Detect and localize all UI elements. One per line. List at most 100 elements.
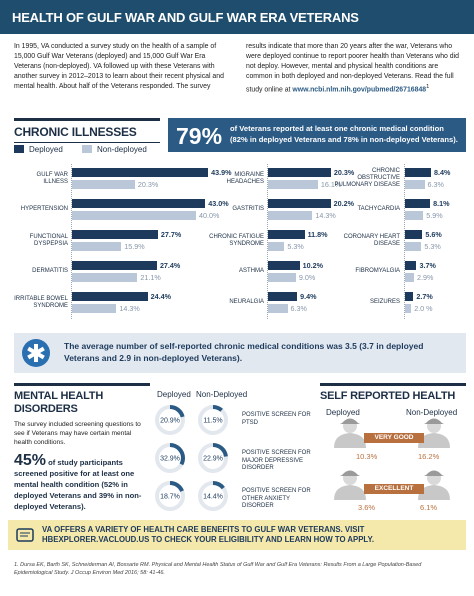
bar [268, 199, 331, 208]
value-label: 20.3% [137, 180, 159, 189]
column-header: Deployed [157, 390, 191, 399]
legend-item: Deployed [14, 145, 63, 154]
condition-label: FIBROMYALGIA [355, 268, 400, 274]
donut-label: 32.9% [160, 456, 180, 463]
bar [268, 230, 305, 239]
bar [268, 242, 285, 251]
bar [72, 180, 135, 189]
value-label: 5.3% [287, 242, 304, 251]
legend-label: Non-deployed [97, 145, 147, 154]
footer-text: VA OFFERS A VARIETY OF HEALTH CARE BENEF… [42, 525, 462, 545]
value-label: 6.3% [427, 180, 444, 189]
value-label: 11.8% [307, 230, 328, 239]
footer-link[interactable]: HBEXPLORER.VACLOUD.US [42, 535, 150, 544]
legend-swatch [14, 145, 24, 153]
bar [405, 273, 414, 282]
condition-label: FUNCTIONAL DYSPEPSIA [29, 233, 68, 247]
value-label: 27.7% [160, 230, 182, 239]
donut-label: 20.9% [160, 418, 180, 425]
bar [405, 168, 432, 177]
condition-label: GULF WAR ILLNESS [36, 171, 68, 185]
bar [72, 230, 158, 239]
value-label: 43.0% [208, 199, 229, 208]
bar [405, 292, 414, 301]
donut-arc [198, 405, 228, 435]
legend-swatch [82, 145, 92, 153]
rating-badge: EXCELLENT [364, 484, 424, 494]
bar [72, 211, 196, 220]
value-label: 3.7% [419, 261, 436, 270]
legend-item: Non-deployed [82, 145, 147, 154]
header-bar [0, 0, 474, 34]
donut-label: 22.9% [203, 456, 223, 463]
bar [405, 230, 423, 239]
axis-line [404, 164, 405, 319]
donut-label: 14.4% [203, 494, 223, 501]
value-label: 10.2% [302, 261, 323, 270]
intro: In 1995, VA conducted a survey study on … [14, 42, 460, 95]
donut-arc [155, 481, 185, 511]
condition-label: ASTHMA [238, 268, 264, 274]
value-label: 2.0 % [414, 304, 433, 313]
bar [268, 273, 296, 282]
donut-label: 18.7% [160, 494, 180, 501]
value-label: 21.1% [140, 273, 161, 282]
medical-icon [22, 339, 50, 367]
footer-text-part: VA OFFERS A VARIETY OF HEALTH CARE BENEF… [42, 525, 365, 534]
donut-arc [198, 481, 228, 511]
value-label: 3.6% [358, 503, 376, 512]
average-box: The average number of self-reported chro… [14, 333, 466, 373]
bar [72, 304, 117, 313]
footer-banner: VA OFFERS A VARIETY OF HEALTH CARE BENEF… [8, 520, 466, 550]
column-header: Deployed [326, 408, 360, 417]
donut-arc [198, 443, 228, 473]
bar [72, 261, 157, 270]
study-link[interactable]: www.ncbi.nlm.nih.gov/pubmed/26716848 [292, 86, 427, 94]
bar [72, 273, 138, 282]
value-label: 5.9% [426, 211, 443, 220]
bar [405, 242, 422, 251]
value-label: 43.9% [211, 168, 232, 177]
donut-row-label: POSITIVE SCREEN FOR PTSD [242, 412, 311, 426]
value-label: 8.1% [433, 199, 450, 208]
bar [72, 292, 148, 301]
condition-label: SEIZURES [369, 299, 400, 305]
bar [72, 199, 206, 208]
condition-label: IRRITABLE BOWEL SYNDROME [14, 295, 68, 309]
average-text: The average number of self-reported chro… [64, 341, 424, 363]
legend-label: Deployed [29, 145, 63, 154]
value-label: 9.4% [300, 292, 317, 301]
value-label: 5.3% [424, 242, 441, 251]
donut-charts: 20.9% 11.5% 32.9% 22.9% 18.7% 14.4% [155, 405, 228, 511]
value-label: 15.9% [124, 242, 145, 251]
condition-label: DERMATITIS [32, 268, 68, 274]
value-label: 8.4% [434, 168, 451, 177]
condition-label: MIGRAINE HEADACHES [226, 171, 264, 185]
mental-text: The survey included screening questions … [14, 421, 141, 446]
condition-label: CHRONIC FATIGUE SYNDROME [209, 233, 264, 247]
condition-label: TACHYCARDIA [357, 206, 400, 212]
mental-stat: 45% of study participants screened posit… [14, 453, 150, 512]
condition-label: CHRONIC OBSTRUCTIVE PULMONARY DISEASE [334, 168, 400, 188]
bar [268, 304, 288, 313]
value-label: 9.0% [298, 273, 316, 282]
bar [405, 304, 412, 313]
donut-arc [155, 443, 185, 473]
info-icon [16, 528, 34, 542]
value-label: 2.7% [416, 292, 433, 301]
value-label: 40.0% [199, 211, 220, 220]
value-label: 20.3% [333, 168, 355, 177]
value-label: 10.3% [356, 452, 378, 461]
condition-label: HYPERTENSION [20, 206, 68, 212]
axis-line [267, 164, 268, 319]
stat-text: of study participants screened positive … [14, 458, 142, 511]
donut-row-label: POSITIVE SCREEN FOR OTHER ANXIETY DISORD… [242, 488, 311, 509]
condition-label: NEURALGIA [229, 299, 264, 305]
value-label: 27.4% [159, 261, 181, 270]
value-label: 6.3% [290, 304, 307, 313]
section-heading: CHRONIC ILLNESSES [14, 118, 160, 143]
bar [268, 261, 300, 270]
value-label: 14.3% [119, 304, 140, 313]
stat-text: of Veterans reported at least one chroni… [230, 124, 458, 144]
